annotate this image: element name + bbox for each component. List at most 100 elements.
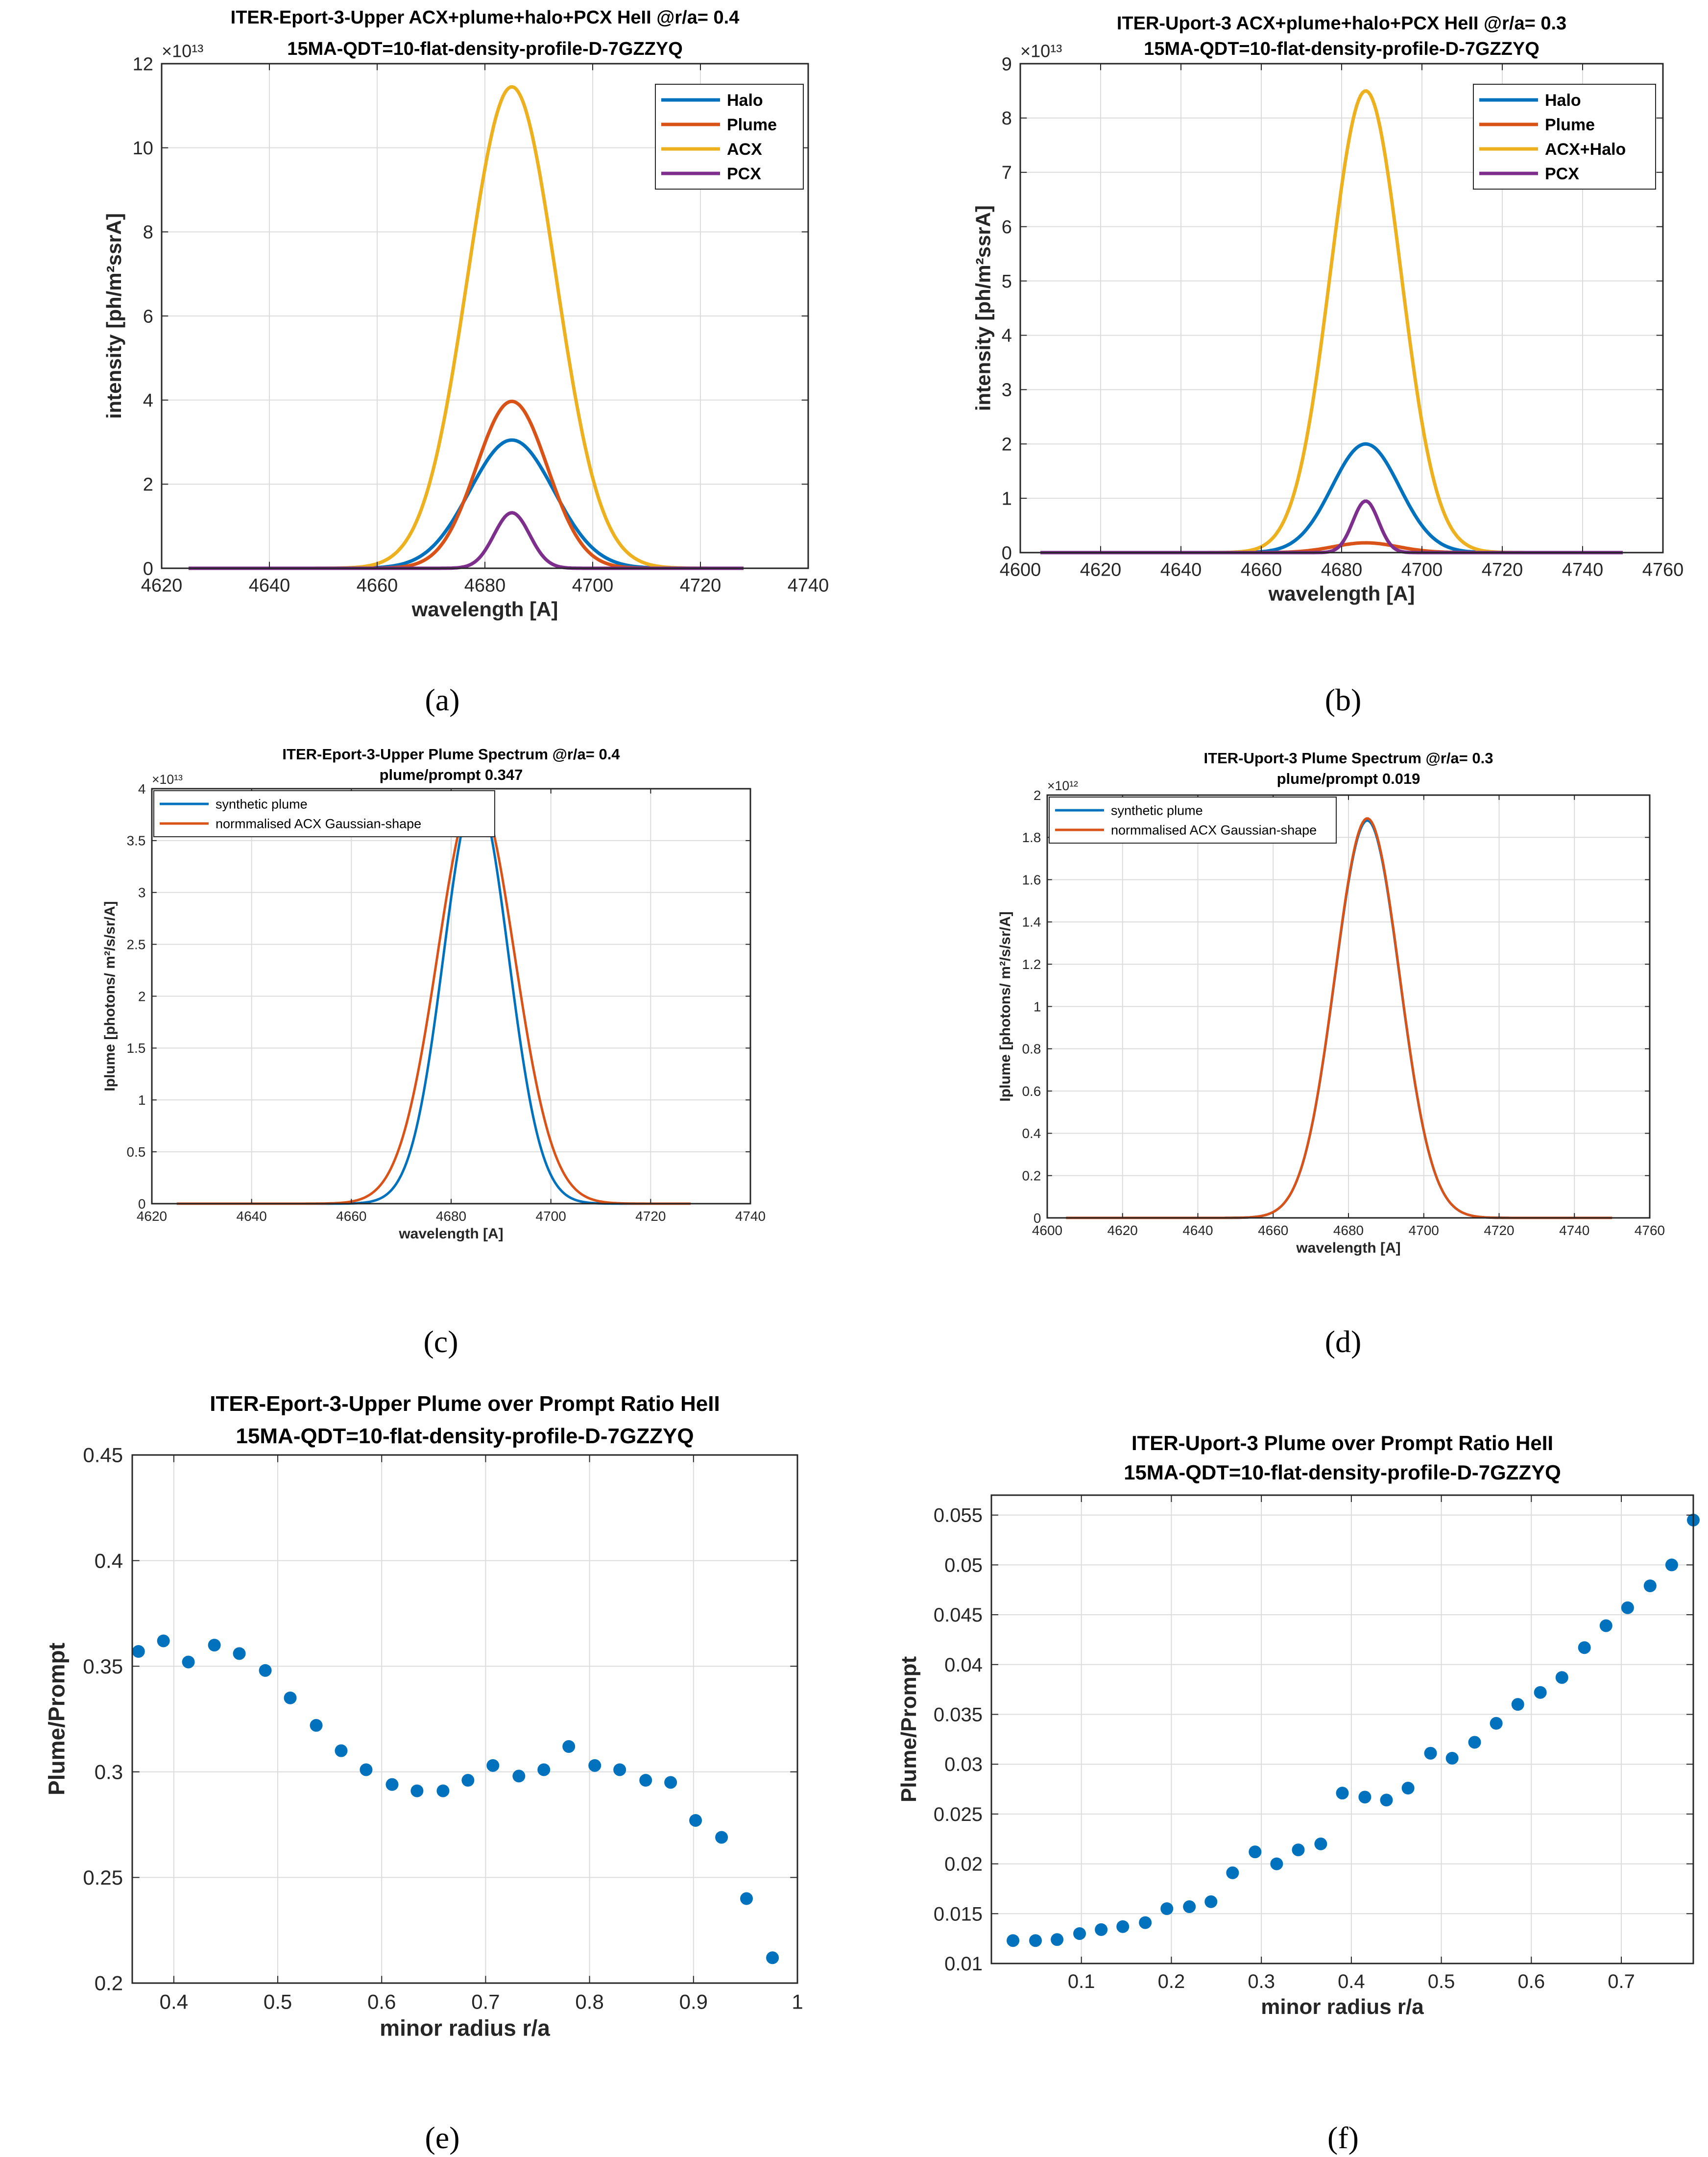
x-tick-label: 4720 [635,1209,666,1224]
y-scale-factor: ×10¹³ [1020,41,1062,61]
y-axis-label: Plume/Prompt [44,1643,70,1795]
x-axis-label: minor radius r/a [1261,1995,1424,2019]
chart-title-line: 15MA-QDT=10-flat-density-profile-D-7GZZY… [236,1424,694,1448]
data-point [1511,1698,1524,1711]
x-tick-label: 0.5 [264,1990,292,2013]
y-tick-label: 4 [138,781,146,797]
data-point [1490,1717,1503,1730]
data-point [1534,1686,1547,1699]
x-tick-label: 0.8 [575,1990,603,2013]
data-point [1380,1793,1393,1807]
data-point [1204,1895,1218,1908]
x-tick-label: 4620 [137,1209,167,1224]
panel-caption: (d) [1325,1324,1362,1359]
legend-entry: Halo [1545,91,1581,110]
y-tick-label: 2 [138,989,146,1004]
data-point [537,1763,551,1776]
y-tick-label: 1.8 [1022,830,1041,845]
x-tick-label: 4680 [436,1209,466,1224]
x-tick-label: 4760 [1642,560,1684,581]
y-tick-label: 0.5 [126,1144,145,1160]
x-tick-label: 4740 [1559,1223,1589,1238]
y-tick-label: 0.6 [1022,1084,1041,1099]
y-tick-label: 6 [1002,217,1012,238]
data-point [1314,1837,1327,1850]
x-axis-label: wavelength [A] [1296,1240,1400,1256]
data-point [360,1763,373,1776]
legend [655,84,804,190]
chart-title-line: 15MA-QDT=10-flat-density-profile-D-7GZZY… [1124,1461,1561,1484]
x-tick-label: 4640 [1160,560,1202,581]
x-axis-label: wavelength [A] [1268,582,1415,605]
legend-box [1049,797,1337,844]
y-tick-label: 1.5 [126,1041,145,1056]
data-point [1226,1866,1239,1879]
legend-entry: ACX [727,140,762,159]
y-tick-label: 0 [143,558,153,579]
y-tick-label: 0.045 [934,1604,983,1626]
y-tick-label: 5 [1002,271,1012,292]
plot-area [991,1495,1693,1963]
chart-a [161,63,809,570]
y-tick-label: 1 [138,1092,146,1108]
panel-caption: (f) [1327,2120,1359,2155]
data-point [1643,1579,1657,1593]
data-point [613,1763,626,1776]
x-tick-label: 4700 [536,1209,566,1224]
chart-c [151,788,751,1205]
data-point [689,1814,702,1827]
y-tick-label: 0.2 [95,1972,123,1995]
x-tick-label: 4600 [1032,1223,1062,1238]
y-tick-label: 1 [1034,999,1041,1014]
data-point [740,1892,753,1905]
legend-box [1473,84,1656,190]
y-tick-label: 0.3 [95,1761,123,1784]
y-tick-label: 3 [1002,380,1012,401]
chart-title-line: ITER-Eport-3-Upper Plume Spectrum @r/a= … [282,746,620,763]
data-point [588,1759,601,1772]
y-tick-label: 0 [1002,543,1012,563]
chart-title-line: ITER-Eport-3-Upper ACX+plume+halo+PCX He… [231,7,740,28]
x-axis-label: minor radius r/a [380,2015,550,2041]
chart-e [131,1454,798,1984]
data-point [436,1784,450,1797]
data-point [1621,1601,1634,1614]
y-tick-label: 1.6 [1022,872,1041,887]
data-point [1116,1920,1130,1933]
x-tick-label: 4680 [1321,560,1363,581]
data-point [461,1774,475,1787]
y-tick-label: 0.05 [944,1554,983,1576]
x-tick-label: 4680 [1333,1223,1364,1238]
y-tick-label: 0.25 [83,1866,123,1889]
data-point [1445,1751,1459,1765]
data-point [410,1784,424,1797]
panel-caption: (c) [423,1324,458,1359]
y-tick-label: 1.2 [1022,957,1041,972]
data-point [486,1759,500,1772]
chart-title-line: 15MA-QDT=10-flat-density-profile-D-7GZZY… [287,39,683,59]
x-tick-label: 4620 [1107,1223,1138,1238]
data-point [1270,1857,1283,1870]
x-tick-label: 0.6 [367,1990,396,2013]
data-point [1051,1933,1064,1946]
y-tick-label: 0.035 [934,1704,983,1725]
data-point [664,1776,677,1789]
x-tick-label: 0.2 [1158,1971,1185,1992]
y-tick-label: 0.4 [95,1549,123,1572]
data-point [1095,1923,1108,1936]
data-point [1468,1736,1481,1749]
y-tick-label: 2 [143,475,153,495]
data-point [1139,1916,1152,1929]
y-tick-label: 0.35 [83,1655,123,1678]
axes-box [131,1454,798,1984]
data-point [1599,1619,1612,1632]
y-tick-label: 0.8 [1022,1042,1041,1057]
y-tick-label: 2.5 [126,937,145,952]
data-point [1555,1671,1568,1684]
data-point [1160,1902,1174,1915]
data-point [1401,1782,1415,1795]
x-tick-label: 0.6 [1518,1971,1545,1992]
data-point [157,1634,170,1648]
x-tick-label: 4660 [336,1209,366,1224]
y-tick-label: 3 [138,885,146,900]
